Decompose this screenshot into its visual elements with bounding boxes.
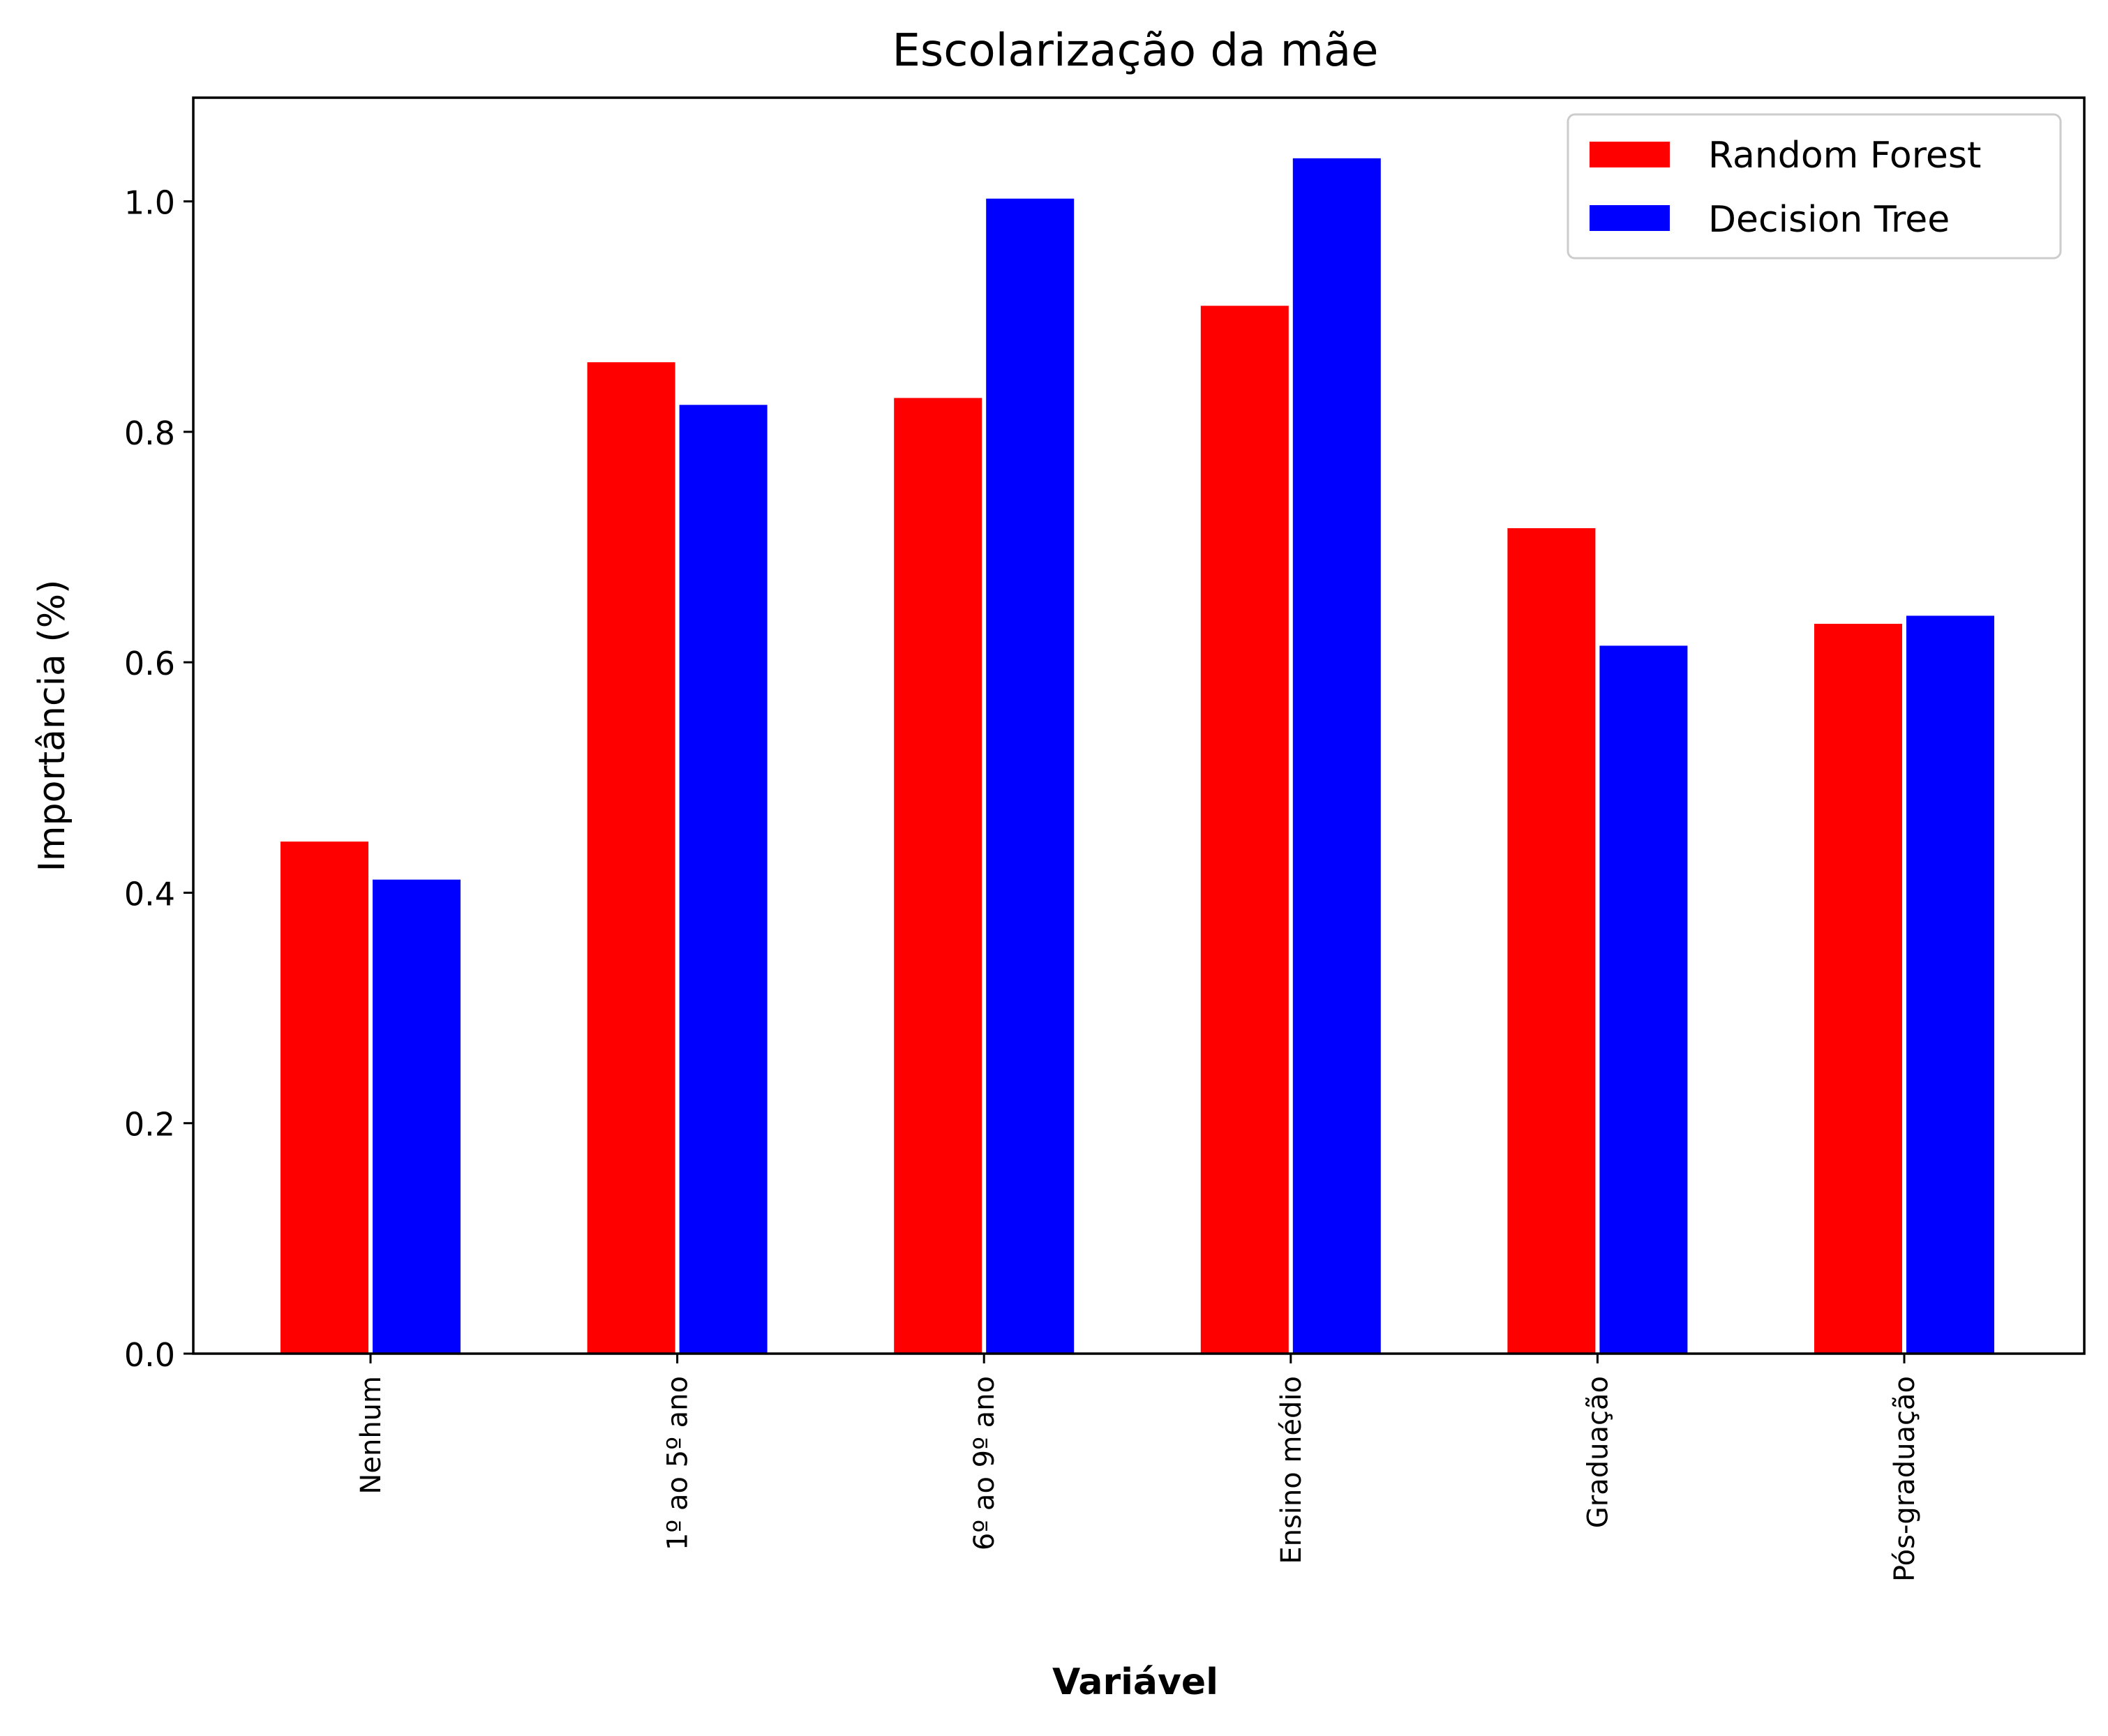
legend-swatch-random-forest [1590,142,1670,167]
bar-decision-tree-3 [1291,156,1382,1354]
x-tick-label: Graduação [1582,1376,1614,1528]
x-tick-label: 1º ao 5º ano [662,1376,694,1550]
y-tick-label: 0.0 [124,1336,175,1374]
chart-title: Escolarização da mãe [892,25,1378,77]
x-tick-label: Nenhum [355,1376,387,1495]
y-tick-label: 1.0 [124,184,175,222]
x-axis-label: Variável [1052,1661,1218,1703]
legend: Random Forest Decision Tree [1567,113,2062,260]
y-axis: 0.0 0.2 0.4 0.6 0.8 1.0 [124,184,193,1374]
bar-decision-tree-1 [678,403,769,1354]
x-tick-label: Ensino médio [1276,1376,1308,1564]
y-tick-label: 0.4 [124,875,175,913]
bar-decision-tree-0 [371,878,462,1354]
bar-random-forest-1 [585,361,677,1354]
bar-decision-tree-2 [985,197,1076,1355]
plot-frame [192,96,2086,1355]
bar-random-forest-0 [279,840,370,1354]
legend-label-random-forest: Random Forest [1708,135,1981,177]
y-axis-label: Importância (%) [31,580,73,872]
bar-random-forest-3 [1199,304,1290,1355]
x-tick-label: Pós-graduação [1889,1376,1921,1582]
bars-layer [279,156,1996,1355]
x-axis: Nenhum 1º ao 5º ano 6º ao 9º ano Ensino méd… [355,1354,1921,1582]
legend-label-decision-tree: Decision Tree [1708,199,1950,241]
x-tick-label: 6º ao 9º ano [969,1376,1001,1550]
y-tick-label: 0.2 [124,1106,175,1144]
bar-decision-tree-4 [1598,644,1689,1354]
bar-random-forest-2 [892,396,984,1354]
legend-box [1567,113,2062,260]
y-tick-label: 0.8 [124,414,175,452]
legend-swatch-decision-tree [1590,205,1670,231]
bar-decision-tree-5 [1905,614,1996,1354]
bar-random-forest-5 [1813,622,1904,1355]
y-tick-label: 0.6 [124,645,175,682]
bar-random-forest-4 [1506,526,1597,1355]
